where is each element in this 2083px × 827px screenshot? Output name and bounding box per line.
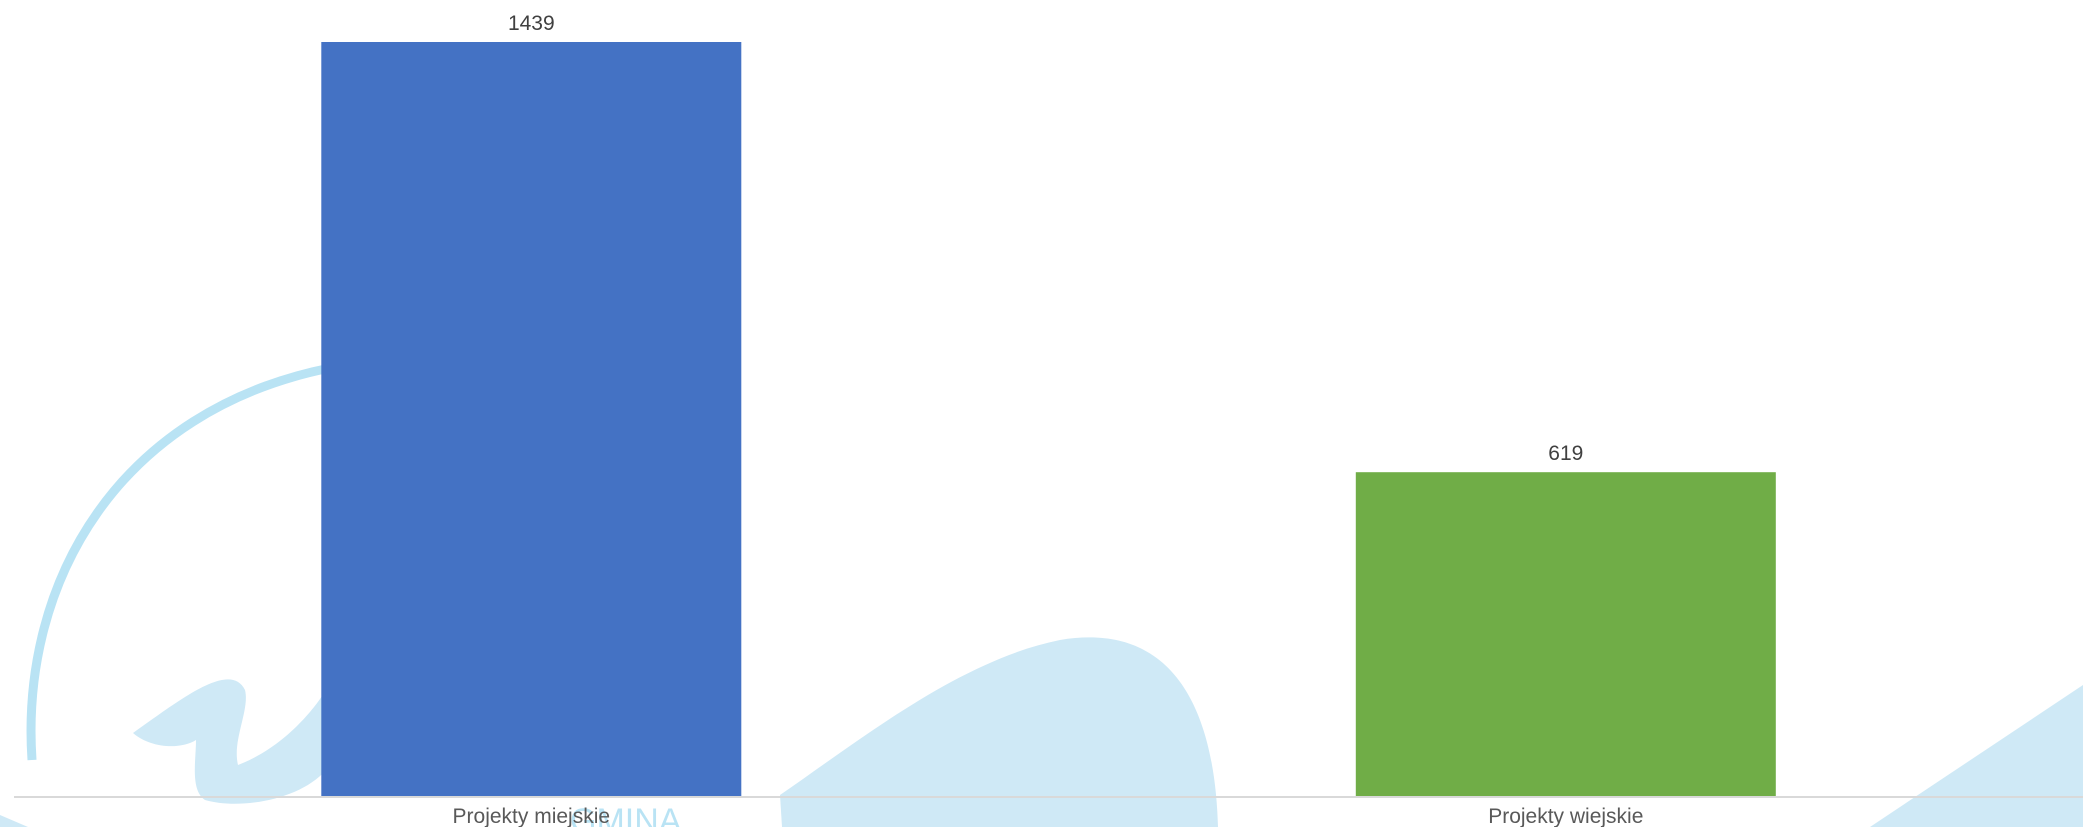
x-tick-label-2: Projekty wiejskie (1488, 805, 1643, 827)
data-label-1: 1439 (508, 12, 555, 35)
watermark-text: GMINA (570, 802, 682, 827)
data-label-2: 619 (1548, 442, 1583, 465)
bar-2 (1355, 472, 1776, 797)
bar-1 (321, 42, 742, 797)
watermark-corner (1870, 685, 2083, 827)
watermark-swirl (133, 679, 326, 804)
x-tick-label-1: Projekty miejskie (453, 805, 611, 827)
watermark-wave (780, 637, 1218, 827)
watermark-arc (26, 363, 331, 761)
watermark-logo: GMINA (0, 363, 2083, 827)
watermark-small (0, 815, 28, 827)
plot-area: 1439 Projekty miejskie 619 Projekty wiejski… (321, 12, 1776, 827)
